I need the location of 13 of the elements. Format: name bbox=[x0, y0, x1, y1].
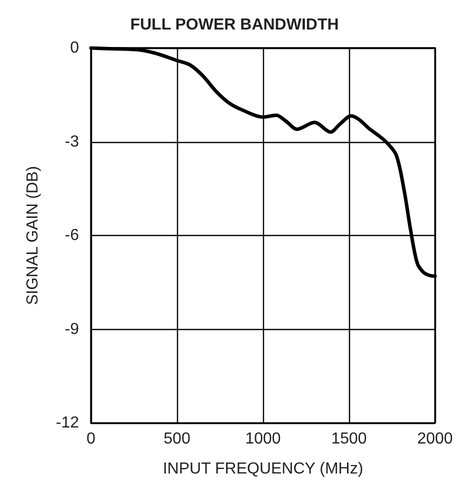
y-tick-label: -6 bbox=[64, 227, 80, 244]
x-tick-label: 500 bbox=[164, 430, 190, 448]
x-tick-label: 2000 bbox=[417, 430, 453, 448]
y-axis-title: SIGNAL GAIN (DB) bbox=[24, 166, 42, 305]
y-tick-label: -3 bbox=[64, 133, 80, 150]
x-tick-label: 1000 bbox=[245, 430, 281, 448]
chart-title: FULL POWER BANDWIDTH bbox=[130, 16, 339, 34]
x-tick-label: 1500 bbox=[331, 430, 367, 448]
x-axis-title: INPUT FREQUENCY (MHz) bbox=[162, 460, 364, 478]
y-tick-label: 0 bbox=[70, 40, 80, 56]
x-tick-label: 0 bbox=[86, 430, 96, 448]
y-tick-label: -9 bbox=[64, 320, 80, 338]
y-tick-label: -12 bbox=[56, 414, 80, 432]
